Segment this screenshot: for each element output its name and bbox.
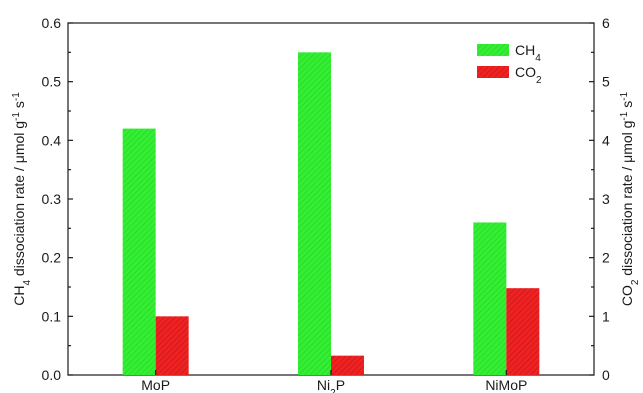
left-axis-title: CH4 dissociation rate / μmol g-1 s-1 bbox=[11, 92, 33, 306]
right-axis-title: CO2 dissociation rate / μmol g-1 s-1 bbox=[619, 91, 641, 306]
right-tick-label: 4 bbox=[602, 132, 610, 148]
legend-swatch-co2 bbox=[477, 66, 509, 78]
bar-ch4 bbox=[473, 222, 507, 375]
legend-swatch-ch4 bbox=[477, 44, 509, 56]
x-tick-label: Ni2P bbox=[317, 377, 345, 393]
right-tick-label: 3 bbox=[602, 191, 610, 207]
left-tick-label: 0.6 bbox=[42, 15, 62, 31]
legend-label-co2: CO2 bbox=[515, 64, 542, 86]
right-tick-label: 2 bbox=[602, 250, 610, 266]
bar-ch4 bbox=[122, 128, 156, 375]
bar-co2 bbox=[155, 316, 189, 375]
right-tick-label: 1 bbox=[602, 308, 610, 324]
left-tick-label: 0.3 bbox=[42, 191, 62, 207]
left-tick-label: 0.5 bbox=[42, 74, 62, 90]
right-tick-label: 0 bbox=[602, 367, 610, 383]
bar-co2 bbox=[506, 288, 540, 375]
right-tick-label: 5 bbox=[602, 74, 610, 90]
bar-co2 bbox=[331, 355, 364, 375]
right-tick-label: 6 bbox=[602, 15, 610, 31]
left-tick-label: 0.0 bbox=[42, 367, 62, 383]
x-tick-label: NiMoP bbox=[485, 377, 527, 393]
legend-label-ch4: CH4 bbox=[515, 42, 541, 64]
plot-area: 0.0 0.1 0.2 0.3 0.4 0.5 0.6 0 1 2 3 4 5 6 MoP Ni2P NiMoP… bbox=[11, 15, 641, 393]
left-tick-label: 0.2 bbox=[42, 250, 62, 266]
left-tick-label: 0.1 bbox=[42, 308, 62, 324]
left-tick-label: 0.4 bbox=[42, 132, 62, 148]
bar-ch4 bbox=[298, 52, 331, 375]
x-tick-label: MoP bbox=[141, 377, 170, 393]
